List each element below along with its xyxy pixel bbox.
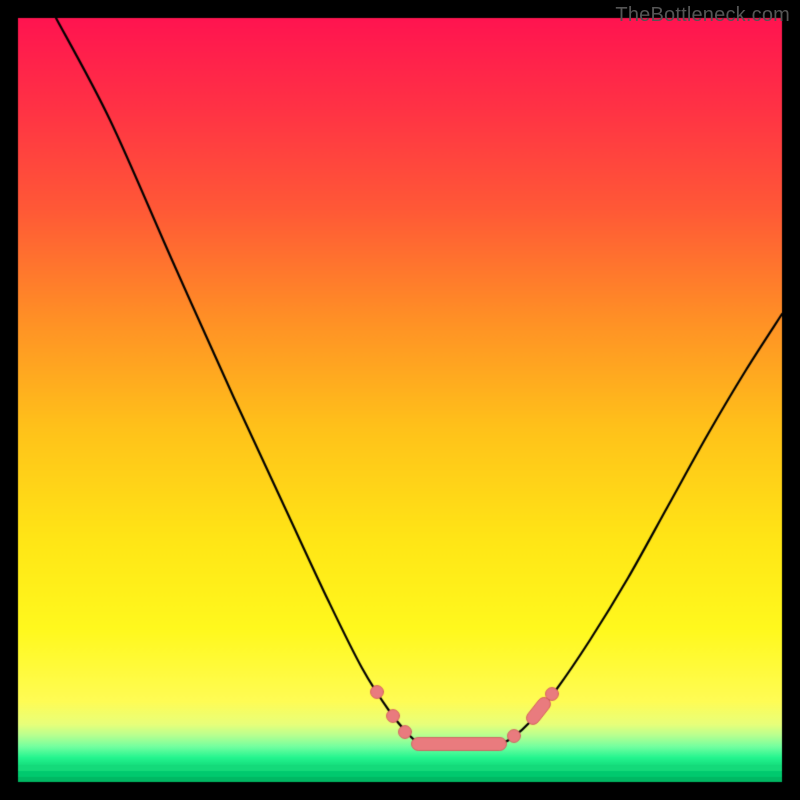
attribution-text: TheBottleneck.com [615, 4, 790, 27]
bottleneck-chart [0, 0, 800, 800]
